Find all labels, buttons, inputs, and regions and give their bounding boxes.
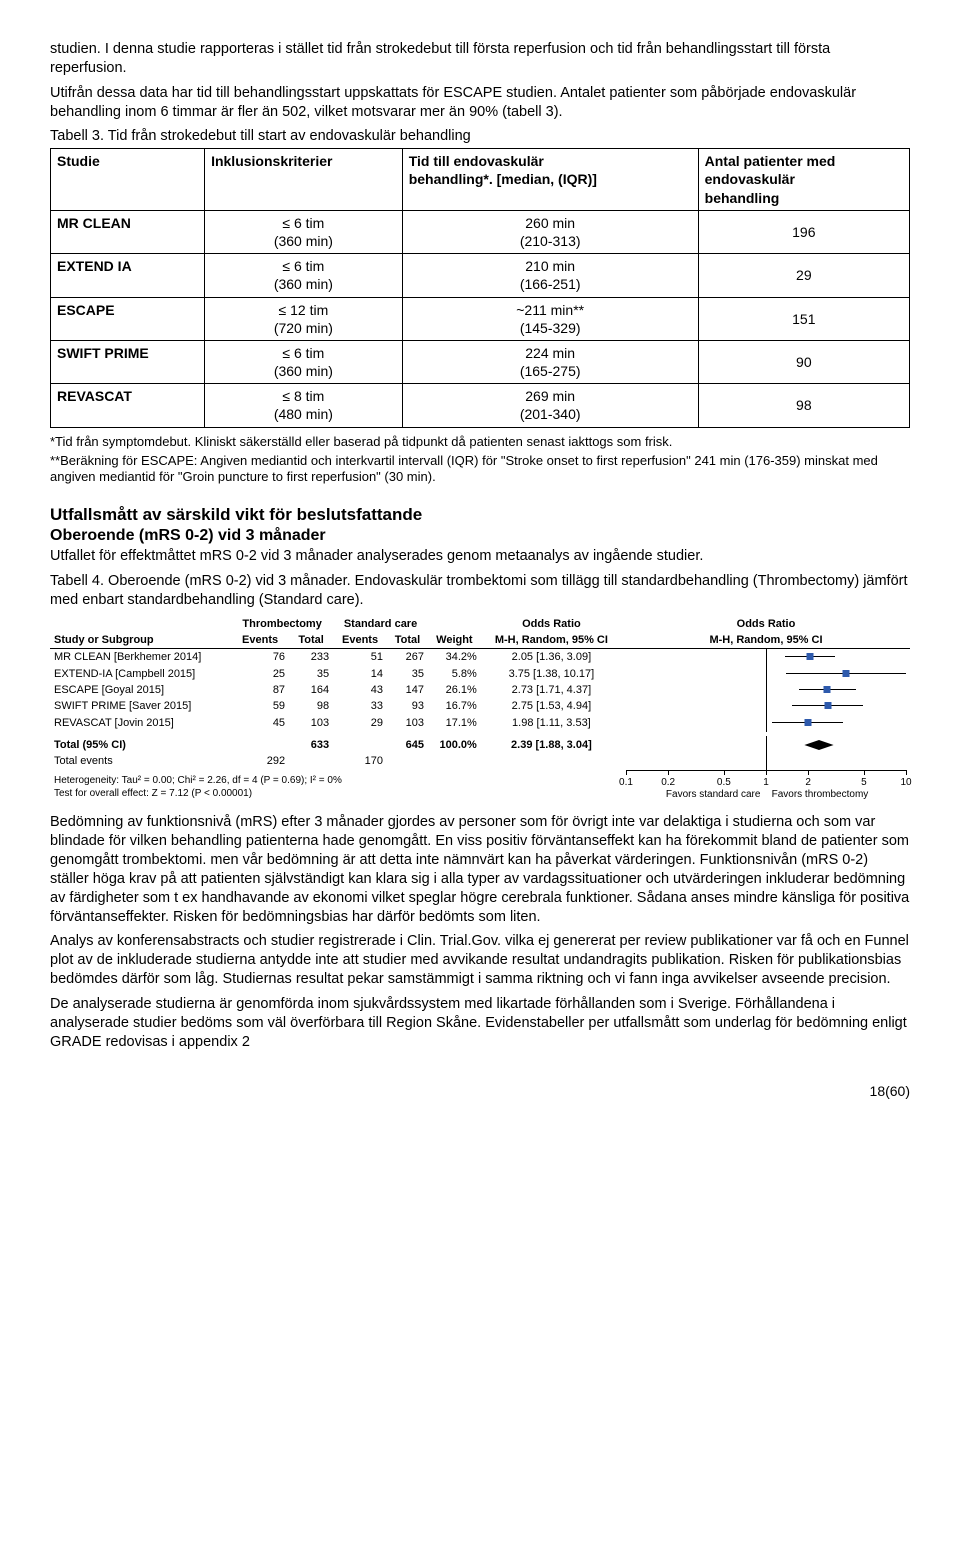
- table3: Studie Inklusionskriterier Tid till endo…: [50, 148, 910, 427]
- t3-h-incl: Inklusionskriterier: [205, 149, 403, 211]
- t3-h-n: Antal patienter med endovaskulär behandl…: [698, 149, 909, 211]
- forest-row: REVASCAT [Jovin 2015]451032910317.1%1.98…: [50, 715, 910, 731]
- forest-row: MR CLEAN [Berkhemer 2014]762335126734.2%…: [50, 649, 910, 666]
- page-number: 18(60): [50, 1082, 910, 1100]
- forest-plot: Thrombectomy Standard care Odds Ratio Od…: [50, 616, 910, 806]
- disc-p2: Analys av konferensabstracts och studier…: [50, 932, 910, 989]
- table4-caption: Tabell 4. Oberoende (mRS 0-2) vid 3 måna…: [50, 572, 910, 610]
- table-row: MR CLEAN≤ 6 tim(360 min)260 min(210-313)…: [51, 210, 910, 253]
- t3-note2: **Beräkning för ESCAPE: Angiven medianti…: [50, 453, 910, 487]
- disc-p3: De analyserade studierna är genomförda i…: [50, 995, 910, 1052]
- forest-row: EXTEND-IA [Campbell 2015]253514355.8%3.7…: [50, 666, 910, 682]
- section-h3: Oberoende (mRS 0-2) vid 3 månader: [50, 526, 910, 547]
- table3-caption: Tabell 3. Tid från strokedebut till star…: [50, 127, 910, 146]
- table-row: EXTEND IA≤ 6 tim(360 min)210 min(166-251…: [51, 254, 910, 297]
- table-row: ESCAPE≤ 12 tim(720 min)~211 min**(145-32…: [51, 297, 910, 340]
- section-p1: Utfallet för effektmåttet mRS 0-2 vid 3 …: [50, 547, 910, 566]
- disc-p1: Bedömning av funktionsnivå (mRS) efter 3…: [50, 813, 910, 926]
- forest-total: Total (95% CI)633645100.0%2.39 [1.88, 3.…: [50, 737, 910, 753]
- t3-h-study: Studie: [51, 149, 205, 211]
- t3-h-time: Tid till endovaskulär behandling*. [medi…: [402, 149, 698, 211]
- table-row: REVASCAT≤ 8 tim(480 min)269 min(201-340)…: [51, 384, 910, 427]
- section-h2: Utfallsmått av särskild vikt för besluts…: [50, 504, 910, 526]
- intro-p1: studien. I denna studie rapporteras i st…: [50, 40, 910, 78]
- t3-note1: *Tid från symptomdebut. Kliniskt säkerst…: [50, 434, 910, 451]
- forest-row: ESCAPE [Goyal 2015]871644314726.1%2.73 […: [50, 682, 910, 698]
- forest-row: SWIFT PRIME [Saver 2015]5998339316.7%2.7…: [50, 698, 910, 714]
- table-row: SWIFT PRIME≤ 6 tim(360 min)224 min(165-2…: [51, 340, 910, 383]
- intro-p2: Utifrån dessa data har tid till behandli…: [50, 84, 910, 122]
